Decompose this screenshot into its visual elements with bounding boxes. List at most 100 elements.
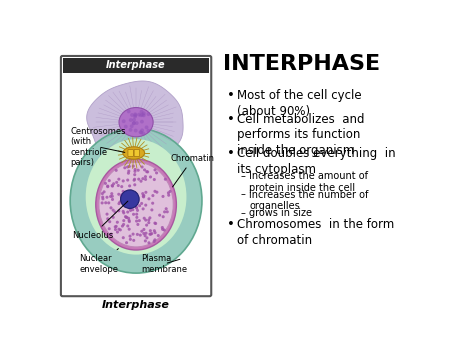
Circle shape: [158, 214, 161, 217]
Circle shape: [129, 192, 132, 195]
Circle shape: [107, 201, 110, 204]
Text: –: –: [241, 171, 246, 181]
Circle shape: [106, 185, 109, 188]
Text: Cell metabolizes  and
performs its function
inside the organism: Cell metabolizes and performs its functi…: [237, 113, 364, 157]
Circle shape: [140, 113, 144, 117]
Circle shape: [106, 185, 109, 188]
Circle shape: [117, 202, 121, 205]
Circle shape: [137, 178, 140, 181]
Circle shape: [163, 210, 166, 213]
Circle shape: [128, 165, 131, 168]
Circle shape: [110, 192, 113, 195]
Circle shape: [122, 223, 125, 226]
Circle shape: [101, 197, 104, 200]
Circle shape: [141, 192, 144, 195]
Circle shape: [143, 168, 146, 171]
Circle shape: [157, 234, 160, 237]
Circle shape: [135, 213, 138, 216]
Circle shape: [105, 213, 108, 216]
Circle shape: [150, 208, 153, 212]
Circle shape: [114, 228, 117, 231]
Circle shape: [123, 166, 126, 169]
Circle shape: [153, 221, 157, 225]
Circle shape: [148, 197, 150, 200]
Circle shape: [124, 205, 127, 208]
Circle shape: [109, 206, 112, 209]
Circle shape: [169, 190, 172, 193]
Circle shape: [122, 211, 126, 214]
Circle shape: [127, 170, 130, 173]
Circle shape: [119, 228, 122, 232]
Circle shape: [144, 203, 147, 207]
Text: Cell doubles everything  in
its cytoplasm: Cell doubles everything in its cytoplasm: [237, 147, 396, 176]
Circle shape: [108, 179, 111, 182]
Circle shape: [140, 110, 144, 114]
Circle shape: [122, 236, 125, 239]
Circle shape: [120, 193, 123, 196]
Circle shape: [111, 198, 114, 201]
Circle shape: [118, 200, 122, 203]
Circle shape: [132, 165, 135, 168]
Circle shape: [142, 194, 145, 197]
Circle shape: [133, 173, 136, 176]
Text: Nucleolus: Nucleolus: [72, 201, 128, 240]
Text: •: •: [227, 218, 234, 231]
Circle shape: [140, 202, 143, 205]
Circle shape: [145, 170, 148, 173]
Circle shape: [124, 199, 127, 202]
Circle shape: [161, 226, 164, 229]
Circle shape: [149, 175, 152, 178]
Circle shape: [130, 124, 134, 128]
Ellipse shape: [86, 139, 186, 255]
Circle shape: [120, 185, 123, 188]
Circle shape: [155, 191, 158, 194]
Circle shape: [128, 220, 131, 223]
Circle shape: [140, 120, 144, 124]
Circle shape: [153, 178, 156, 181]
Circle shape: [117, 228, 121, 231]
Circle shape: [133, 112, 137, 116]
Circle shape: [144, 125, 149, 129]
Circle shape: [115, 225, 118, 228]
Circle shape: [131, 201, 134, 204]
Circle shape: [141, 177, 144, 180]
Circle shape: [101, 192, 104, 195]
Circle shape: [155, 171, 158, 174]
Circle shape: [117, 178, 121, 181]
Circle shape: [133, 183, 136, 186]
Text: •: •: [227, 113, 234, 126]
Circle shape: [150, 232, 153, 235]
Circle shape: [142, 111, 146, 115]
FancyBboxPatch shape: [128, 149, 133, 156]
Circle shape: [134, 114, 137, 117]
Ellipse shape: [96, 159, 176, 250]
Circle shape: [120, 195, 123, 198]
Text: •: •: [227, 147, 234, 160]
Circle shape: [133, 179, 135, 182]
Circle shape: [146, 170, 149, 173]
Text: Interphase: Interphase: [102, 300, 170, 310]
Circle shape: [148, 233, 152, 236]
Circle shape: [129, 189, 132, 193]
Circle shape: [143, 217, 146, 220]
Text: grows in size: grows in size: [249, 208, 312, 218]
Circle shape: [117, 209, 120, 212]
Circle shape: [124, 125, 128, 128]
Circle shape: [101, 201, 104, 204]
Circle shape: [138, 204, 141, 207]
Circle shape: [161, 228, 164, 231]
Circle shape: [144, 239, 147, 242]
Circle shape: [135, 206, 138, 209]
Circle shape: [134, 168, 137, 171]
Circle shape: [126, 178, 129, 182]
Circle shape: [132, 121, 135, 125]
Circle shape: [134, 200, 137, 203]
Circle shape: [116, 221, 119, 224]
Circle shape: [128, 207, 131, 210]
Circle shape: [148, 216, 152, 219]
Circle shape: [121, 190, 139, 209]
Circle shape: [140, 230, 144, 233]
Circle shape: [153, 231, 157, 234]
Circle shape: [124, 215, 127, 218]
Circle shape: [133, 115, 137, 119]
